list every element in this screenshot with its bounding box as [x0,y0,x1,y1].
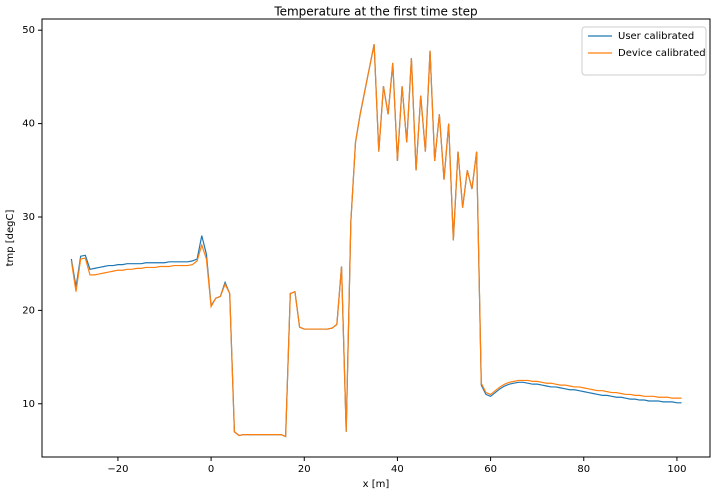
legend-label: Device calibrated [618,48,706,59]
x-tick-label: 40 [391,464,404,475]
x-tick-label: 80 [577,464,590,475]
y-tick-label: 30 [22,212,35,223]
x-tick-label: 20 [298,464,311,475]
plot-frame [41,18,711,458]
series-line [70,44,682,438]
y-tick-label: 40 [22,119,35,130]
x-tick-label: 60 [484,464,497,475]
chart-title: Temperature at the first time step [273,5,477,19]
y-tick-label: 10 [22,399,35,410]
x-tick-label: 0 [208,464,214,475]
y-tick-label: 20 [22,305,35,316]
x-tick-label: −20 [107,464,128,475]
legend-box [581,26,707,76]
x-axis-label: x [m] [363,479,390,490]
y-axis-label: tmp [degC] [5,209,16,266]
y-tick-label: 50 [22,25,35,36]
legend-label: User calibrated [618,31,694,42]
x-tick-label: 100 [667,464,686,475]
